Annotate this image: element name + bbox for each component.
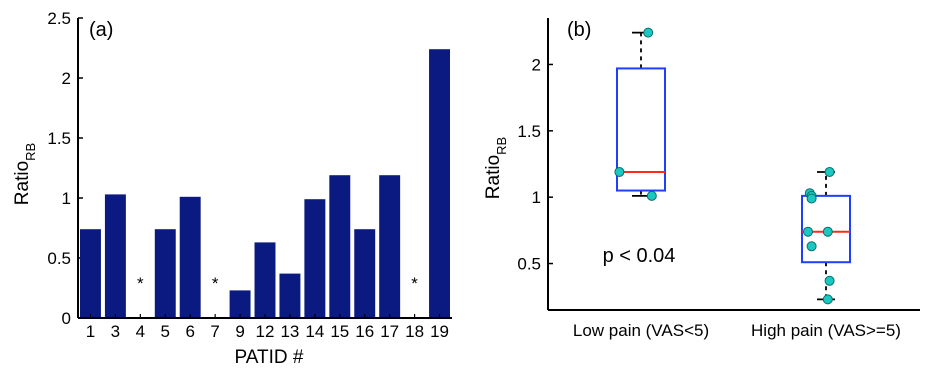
x-tick-label: 4 [136,322,145,341]
x-tick-label: 18 [405,322,424,341]
x-tick-label: 14 [305,322,324,341]
x-tick-label: 9 [235,322,244,341]
x-tick-label: 13 [280,322,299,341]
panel-b-p-value-annotation: p < 0.04 [603,245,676,267]
x-tick-label: 6 [185,322,194,341]
bar [154,229,176,318]
x-tick-label: 19 [430,322,449,341]
panel-b-x-ticks: Low pain (VAS<5) High pain (VAS>=5) [573,321,901,340]
panel-a-label: (a) [89,19,113,41]
bar [304,199,326,318]
x-tick-label: 3 [111,322,120,341]
panel-a-bars [79,49,451,318]
box [801,194,851,264]
data-point [614,166,625,177]
panel-a-x-ticks: 1 3 4 5 6 7 9 12 13 14 15 16 17 18 19 [86,314,449,341]
x-tick-label: 17 [380,322,399,341]
bar [254,242,276,318]
y-tick-label: 1 [532,188,541,207]
panel-a-y-axis-label: RatioRB [12,143,38,205]
y-tick-label: 0.5 [517,255,541,274]
missing-marker: * [411,274,418,293]
bar [379,175,401,318]
x-tick-label: 16 [355,322,374,341]
x-tick-label: 7 [210,322,219,341]
y-tick-label: 2 [532,55,541,74]
bar [104,194,126,318]
bar [279,273,301,318]
data-point [643,27,654,38]
data-point [803,226,813,237]
x-tick-label: High pain (VAS>=5) [751,321,901,340]
panel-a-missing-markers: * * * [137,274,418,293]
panel-a-x-axis-label: PATID # [235,347,304,368]
box-group [614,27,666,201]
box [616,67,666,192]
y-tick-label: 1.5 [517,122,541,141]
x-tick-label: 1 [86,322,95,341]
data-point [646,190,657,201]
y-tick-label: 1 [62,189,71,208]
x-tick-label: 12 [256,322,275,341]
panel-b-box-plot: RatioRB 0.5 1 1.5 2 Low pain (VAS<5) High pa… [483,18,920,340]
bar [354,229,376,318]
data-point [806,193,817,204]
missing-marker: * [212,274,219,293]
panel-b-label: (b) [567,19,591,41]
y-tick-label: 0.5 [47,249,71,268]
y-tick-label: 0 [62,309,71,328]
bar [229,290,251,318]
x-tick-label: 5 [161,322,170,341]
data-point [806,241,817,252]
x-tick-label: 15 [330,322,349,341]
x-tick-label: Low pain (VAS<5) [573,321,709,340]
bar [179,196,201,318]
panel-a-y-ticks: 0 0.5 1 1.5 2 2.5 [47,9,83,328]
missing-marker: * [137,274,144,293]
panel-b-y-ticks: 0.5 1 1.5 2 [517,55,553,274]
panel-b-y-axis-label: RatioRB [483,137,509,199]
bar [79,229,101,318]
bar [429,49,451,318]
data-point [824,275,835,286]
box-group [801,166,851,305]
data-point [824,166,835,177]
y-tick-label: 2 [62,69,71,88]
y-tick-label: 2.5 [47,9,71,28]
data-point [822,294,833,305]
data-point [822,226,833,237]
panel-a-bar-chart: RatioRB 00.511.522.5 * * * 1 3 4 5 6 7 9 12 13 14 15… [12,9,452,368]
bar [329,175,351,318]
y-tick-label: 1.5 [47,129,71,148]
panel-b-boxes [614,27,851,305]
